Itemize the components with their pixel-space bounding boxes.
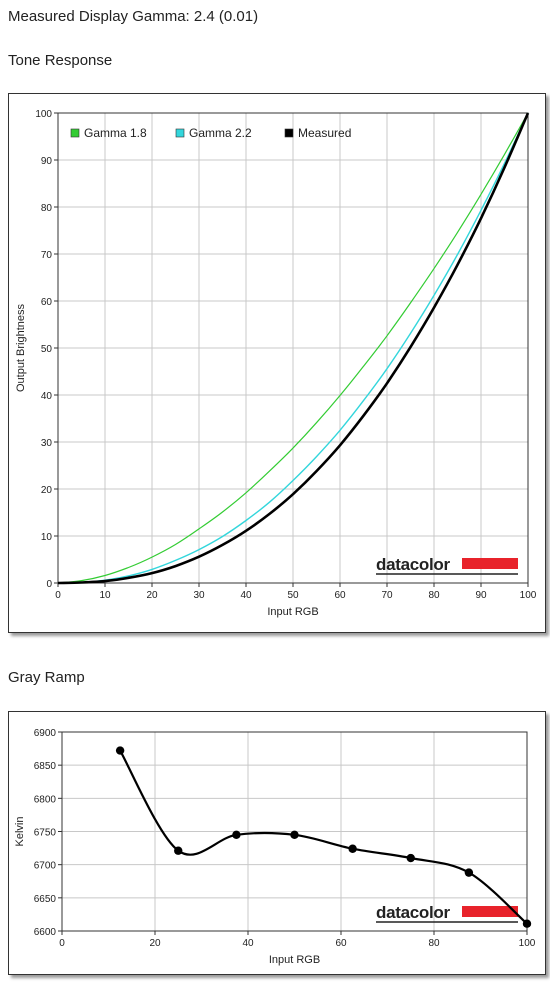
tone-response-chart: 0 10 20 30 40 50 60 70 80 90 100 0 10 20 30 40 50 60 70 80 9…: [15, 109, 537, 618]
y-axis-label: Kelvin: [14, 817, 26, 847]
x-tick-label: 40: [240, 590, 252, 601]
y-tick-label: 6800: [34, 794, 57, 805]
legend-label-gamma-2-2: Gamma 2.2: [189, 126, 252, 140]
page-title: Measured Display Gamma: 2.4 (0.01): [8, 8, 259, 25]
y-tick-label: 6600: [34, 927, 57, 938]
x-tick-label: 100: [519, 938, 536, 949]
tone-response-chart-panel: 0 10 20 30 40 50 60 70 80 90 100 0 10 20 30 40 50 60 70 80 9…: [8, 93, 546, 633]
y-tick-label: 90: [41, 156, 53, 167]
y-tick-label: 30: [41, 438, 53, 449]
kelvin-data-point: [464, 868, 474, 877]
gray-ramp-chart-panel: 0 20 40 60 80 100 6600 6650 6700 6750 6800 6850 6900…: [8, 711, 546, 975]
gray-ramp-chart: 0 20 40 60 80 100 6600 6650 6700 6750 6800 6850 6900…: [14, 728, 536, 966]
x-tick-label: 100: [520, 590, 537, 601]
datacolor-logo-text: datacolor: [376, 903, 451, 922]
y-tick-label: 20: [41, 485, 53, 496]
x-tick-label: 30: [193, 590, 205, 601]
kelvin-data-point: [406, 853, 415, 863]
x-tick-label: 50: [287, 590, 299, 601]
datacolor-logo-text: datacolor: [376, 555, 451, 574]
series-line-gamma-1-8: [57, 112, 529, 584]
y-axis-label: Output Brightness: [15, 303, 27, 392]
datacolor-logo-bar: [462, 558, 518, 569]
y-tick-label: 6650: [34, 894, 57, 905]
x-tick-label: 60: [334, 590, 346, 601]
kelvin-data-point: [174, 846, 183, 855]
y-tick-label: 70: [41, 250, 53, 261]
x-axis-label: Input RGB: [267, 606, 318, 618]
datacolor-logo-bar: [462, 906, 518, 917]
kelvin-data-point: [290, 830, 299, 840]
plot-area-border: [61, 731, 528, 932]
y-tick-label: 6900: [34, 728, 57, 739]
tone-response-heading: Tone Response: [8, 52, 113, 69]
y-tick-label: 6850: [34, 761, 57, 772]
legend-label-measured: Measured: [298, 126, 351, 140]
x-tick-label: 0: [59, 938, 65, 949]
kelvin-data-point: [522, 919, 532, 928]
y-tick-label: 100: [35, 109, 52, 120]
x-tick-label: 60: [335, 938, 347, 949]
y-tick-label: 80: [41, 203, 53, 214]
legend-swatch-gamma-2-2: [175, 128, 185, 138]
y-tick-label: 0: [46, 579, 52, 590]
kelvin-data-point: [232, 830, 241, 840]
x-tick-label: 90: [475, 590, 487, 601]
x-tick-label: 80: [428, 590, 440, 601]
x-tick-label: 70: [381, 590, 393, 601]
series-line-measured: [57, 112, 530, 585]
x-tick-label: 40: [242, 938, 254, 949]
plot-area-border: [57, 112, 529, 584]
x-tick-label: 10: [99, 590, 111, 601]
kelvin-data-point: [115, 746, 125, 755]
y-tick-label: 40: [41, 391, 53, 402]
legend-label-gamma-1-8: Gamma 1.8: [84, 126, 147, 140]
x-tick-label: 20: [146, 590, 158, 601]
x-axis-label: Input RGB: [269, 954, 320, 966]
kelvin-data-point: [348, 844, 357, 853]
y-tick-label: 50: [41, 344, 53, 355]
series-line-gamma-2-2: [57, 112, 529, 584]
x-tick-label: 0: [55, 590, 61, 601]
legend-swatch-measured: [284, 128, 294, 138]
y-tick-label: 6700: [34, 861, 57, 872]
x-tick-label: 80: [428, 938, 440, 949]
x-tick-label: 20: [149, 938, 161, 949]
y-tick-label: 6750: [34, 828, 57, 839]
legend-swatch-gamma-1-8: [70, 128, 80, 138]
y-tick-label: 60: [41, 297, 53, 308]
y-tick-label: 10: [41, 532, 53, 543]
gray-ramp-heading: Gray Ramp: [8, 669, 85, 686]
